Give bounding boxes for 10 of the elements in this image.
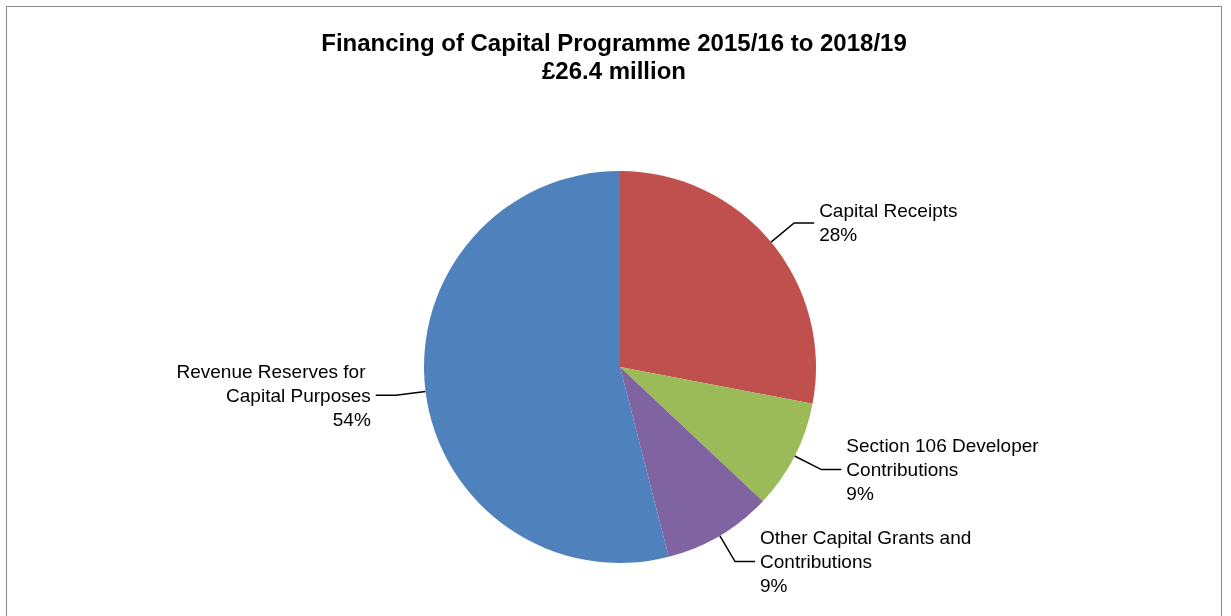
chart-title: Financing of Capital Programme 2015/16 to 2018/19 — [321, 28, 907, 56]
data-label: 28% — [819, 224, 858, 246]
chart-subtitle: £26.4 million — [541, 56, 687, 84]
data-label: 54% — [332, 408, 371, 430]
slice-label: Capital Receipts — [819, 200, 958, 222]
slice-label: Section 106 Developer Contributions — [846, 435, 1044, 481]
data-label: 9% — [760, 575, 788, 597]
slice-label: Other Capital Grants and Contributions — [760, 527, 977, 573]
data-label: 9% — [846, 483, 874, 505]
slice-label: Revenue Reserves for Capital Purposes — [176, 360, 371, 406]
